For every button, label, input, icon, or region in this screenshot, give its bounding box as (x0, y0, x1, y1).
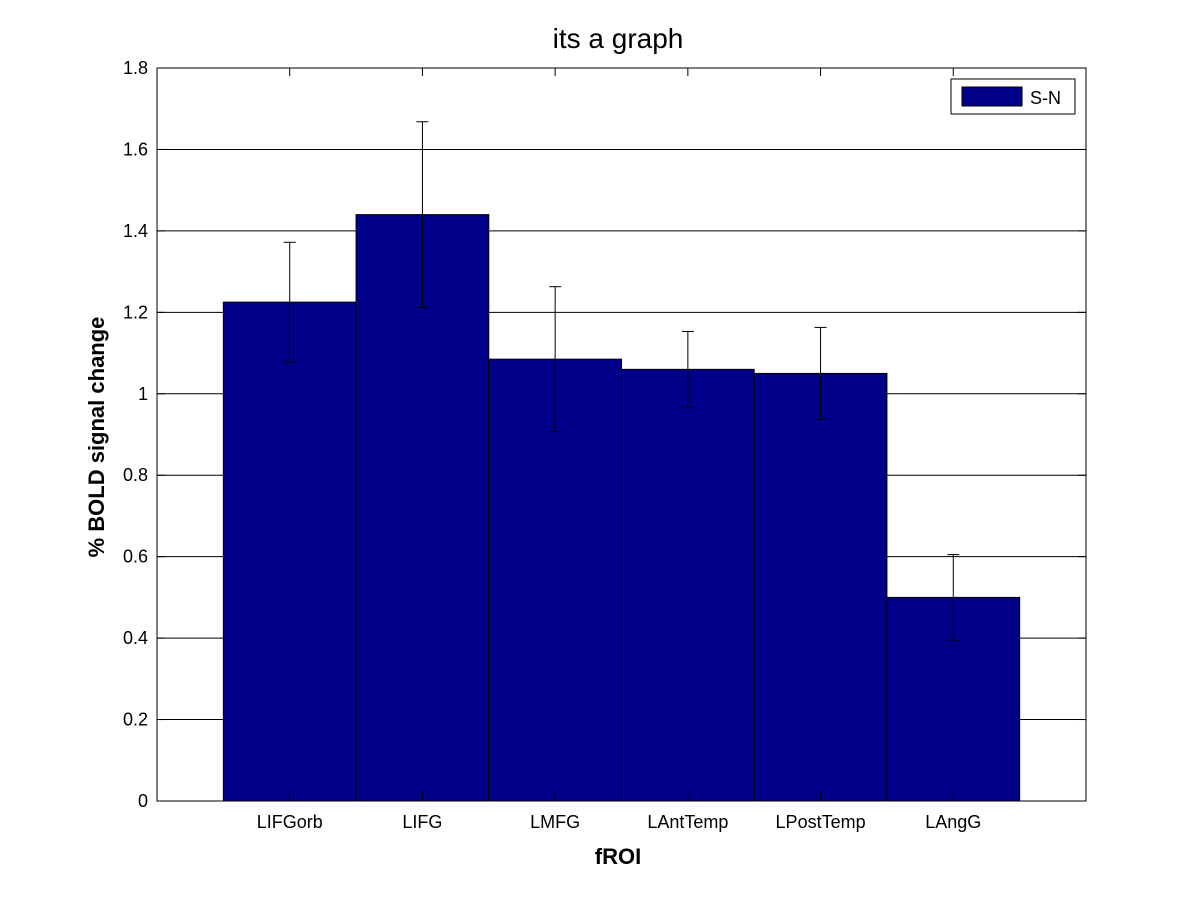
plot-area-frame (156, 67, 1087, 802)
y-axis-ticks: 0 0.2 0.4 0.6 0.8 1 1.2 1.4 1.6 1.8 (123, 58, 1086, 811)
chart-title: its a graph (553, 23, 684, 54)
legend-swatch (961, 86, 1023, 107)
x-tick-label: LIFGorb (257, 812, 323, 832)
bar-LIFG (355, 214, 490, 802)
y-tick-label: 0.4 (123, 628, 148, 648)
bar-LIFGorb (222, 301, 357, 802)
x-tick-label: LAntTemp (647, 812, 728, 832)
y-tick-label: 1.4 (123, 221, 148, 241)
y-tick-label: 0.8 (123, 465, 148, 485)
y-tick-label: 1 (138, 384, 148, 404)
error-bars (283, 121, 960, 641)
y-tick-label: 1.6 (123, 139, 148, 159)
bar-LPostTemp (753, 372, 888, 802)
y-tick-label: 0.6 (123, 547, 148, 567)
legend-label: S-N (1030, 88, 1061, 108)
bars (222, 214, 1021, 802)
y-axis-label: % BOLD signal change (84, 317, 109, 558)
x-tick-label: LMFG (530, 812, 580, 832)
x-axis-label: fROI (595, 844, 641, 869)
legend: S-N (950, 78, 1076, 115)
bar-LMFG (488, 358, 622, 802)
x-axis-ticks: LIFGorb LIFG LMFG LAntTemp LPostTemp LAngG (257, 68, 981, 832)
x-tick-label: LIFG (402, 812, 442, 832)
x-tick-label: LPostTemp (776, 812, 866, 832)
y-tick-label: 1.8 (123, 58, 148, 78)
y-tick-label: 0.2 (123, 710, 148, 730)
y-tick-label: 1.2 (123, 302, 148, 322)
y-tick-label: 0 (138, 791, 148, 811)
bar-LAntTemp (621, 368, 755, 802)
x-tick-label: LAngG (925, 812, 981, 832)
